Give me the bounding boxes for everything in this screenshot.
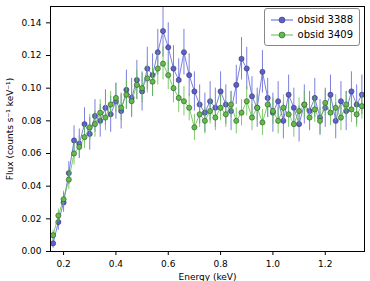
svg-text:0.2: 0.2: [56, 259, 70, 269]
html-text:obsid 3409: obsid 3409: [297, 29, 353, 40]
svg-text:0.10: 0.10: [21, 83, 41, 93]
svg-text:0.14: 0.14: [21, 18, 41, 28]
svg-text:0.4: 0.4: [109, 259, 124, 269]
svg-text:Energy (keV): Energy (keV): [179, 272, 237, 281]
svg-text:Flux (counts s⁻¹ keV⁻¹): Flux (counts s⁻¹ keV⁻¹): [5, 78, 15, 180]
svg-text:1.0: 1.0: [266, 259, 281, 269]
svg-text:1.2: 1.2: [318, 259, 332, 269]
svg-text:0.12: 0.12: [21, 50, 41, 60]
html-text:obsid 3388: obsid 3388: [297, 14, 353, 25]
svg-text:0.04: 0.04: [21, 181, 41, 191]
svg-text:0.00: 0.00: [21, 246, 41, 256]
svg-text:0.06: 0.06: [21, 148, 41, 158]
svg-text:0.08: 0.08: [21, 116, 41, 126]
svg-text:0.8: 0.8: [213, 259, 228, 269]
svg-text:0.6: 0.6: [161, 259, 176, 269]
svg-text:0.02: 0.02: [21, 214, 41, 224]
